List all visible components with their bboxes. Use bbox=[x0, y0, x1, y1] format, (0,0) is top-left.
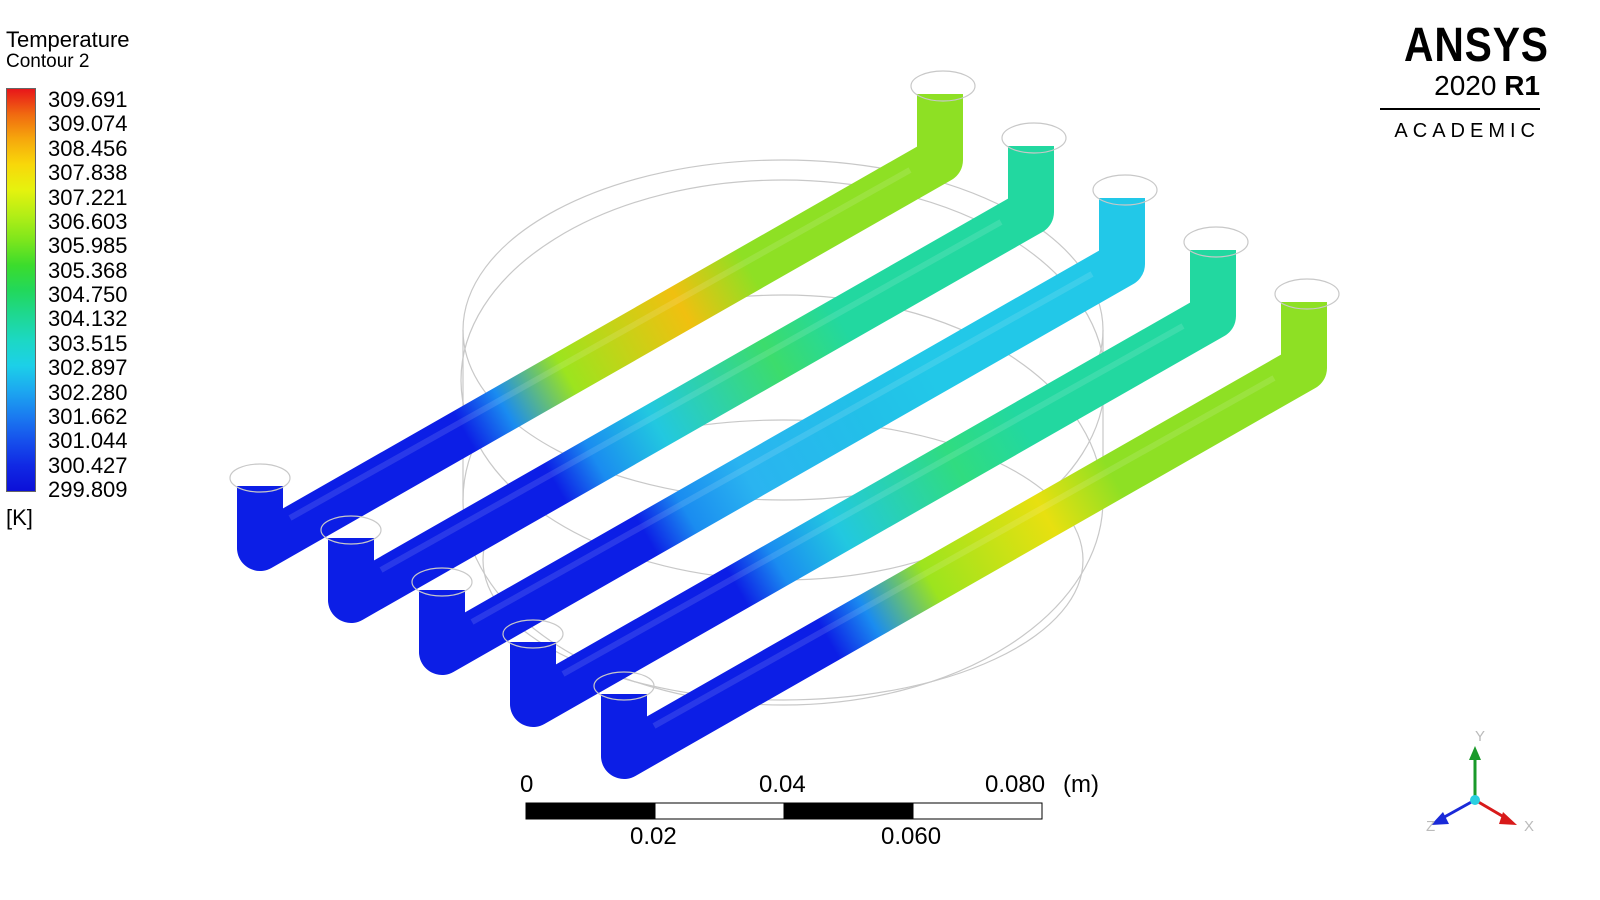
axis-label-y: Y bbox=[1475, 728, 1486, 745]
legend-value: 305.985 bbox=[48, 233, 128, 259]
pipe-inlet-cap bbox=[593, 671, 655, 701]
pipe-highlight bbox=[470, 271, 1094, 625]
logo-divider bbox=[1380, 108, 1540, 110]
legend-title: Temperature bbox=[6, 27, 130, 52]
temperature-colorbar bbox=[6, 88, 36, 492]
pipe-outlet-cap bbox=[1183, 226, 1249, 258]
pipe-highlight bbox=[652, 375, 1276, 729]
legend-value: 300.427 bbox=[48, 452, 128, 478]
axis-origin bbox=[1470, 795, 1480, 805]
legend-value: 301.044 bbox=[48, 428, 128, 454]
pipe-2 bbox=[320, 122, 1067, 623]
axis-label-x: X bbox=[1524, 818, 1535, 835]
legend-value: 302.280 bbox=[48, 379, 128, 405]
pipe-inlet-cap bbox=[411, 567, 473, 597]
legend-value: 301.662 bbox=[48, 403, 128, 429]
legend-value: 307.838 bbox=[48, 160, 128, 186]
scale-label-0: 0 bbox=[520, 771, 534, 798]
legend-value: 304.132 bbox=[48, 306, 128, 332]
pipe-tube bbox=[419, 241, 1145, 675]
pipe-highlight bbox=[561, 323, 1185, 677]
axis-triad bbox=[1431, 746, 1517, 825]
logo-version-year: 2020 bbox=[1434, 70, 1497, 101]
pipe-inlet-cap bbox=[320, 515, 382, 545]
axis-z-arrow bbox=[1431, 812, 1449, 825]
scale-bar bbox=[525, 802, 1043, 820]
logo-edition: ACADEMIC bbox=[1394, 120, 1540, 142]
pipe-outlet-cap bbox=[1001, 122, 1067, 154]
legend-value: 299.809 bbox=[48, 477, 128, 502]
logo-version: 2020 R1 bbox=[1380, 70, 1540, 102]
scale-segment bbox=[783, 802, 914, 820]
scale-label-0-02: 0.02 bbox=[630, 823, 677, 850]
legend-value: 305.368 bbox=[48, 257, 128, 283]
legend-value: 304.750 bbox=[48, 282, 128, 307]
logo-version-release: R1 bbox=[1504, 70, 1540, 101]
pipe-inlet-cap bbox=[502, 619, 564, 649]
pipe-5 bbox=[593, 278, 1340, 779]
pipe-tube bbox=[328, 189, 1054, 623]
scale-segment bbox=[912, 802, 1043, 820]
pipe-tube bbox=[237, 137, 963, 571]
pipe-1 bbox=[229, 70, 976, 571]
legend-subtitle: Contour 2 bbox=[6, 51, 90, 72]
scale-label-0-080: 0.080 bbox=[985, 771, 1046, 798]
scale-segment bbox=[525, 802, 656, 820]
pipe-inlet-cap bbox=[229, 463, 291, 493]
pipe-outlet-cap bbox=[1092, 174, 1158, 206]
logo-brand: ANSYS bbox=[1404, 19, 1549, 72]
axis-label-z: Z bbox=[1426, 818, 1436, 835]
ansys-logo: ANSYS 2020 R1 ACADEMIC bbox=[1380, 19, 1549, 142]
pipe-3 bbox=[411, 174, 1158, 675]
pipe-contours bbox=[229, 70, 1340, 779]
legend-value: 302.897 bbox=[48, 355, 128, 381]
legend-value: 307.221 bbox=[48, 184, 128, 210]
legend-unit: [K] bbox=[6, 505, 33, 530]
pipe-highlight bbox=[288, 167, 912, 521]
legend-value: 309.074 bbox=[48, 111, 128, 137]
scale-label-0-04: 0.04 bbox=[759, 771, 806, 798]
pipe-4 bbox=[502, 226, 1249, 727]
pipe-tube bbox=[510, 293, 1236, 727]
pipe-outlet-cap bbox=[1274, 278, 1340, 310]
wireframe-ring bbox=[482, 419, 1084, 701]
legend-value: 306.603 bbox=[48, 208, 128, 234]
pipe-highlight bbox=[379, 219, 1003, 573]
scale-label-0-060: 0.060 bbox=[881, 823, 942, 850]
legend-value: 309.691 bbox=[48, 87, 128, 112]
axis-x-arrow bbox=[1499, 812, 1517, 825]
pipe-tube bbox=[601, 345, 1327, 779]
scale-segment bbox=[654, 802, 785, 820]
pipe-outlet-cap bbox=[910, 70, 976, 102]
scale-unit: (m) bbox=[1063, 771, 1099, 798]
axis-y-arrow bbox=[1469, 746, 1481, 760]
legend-value: 303.515 bbox=[48, 330, 128, 356]
legend-value: 308.456 bbox=[48, 135, 128, 161]
